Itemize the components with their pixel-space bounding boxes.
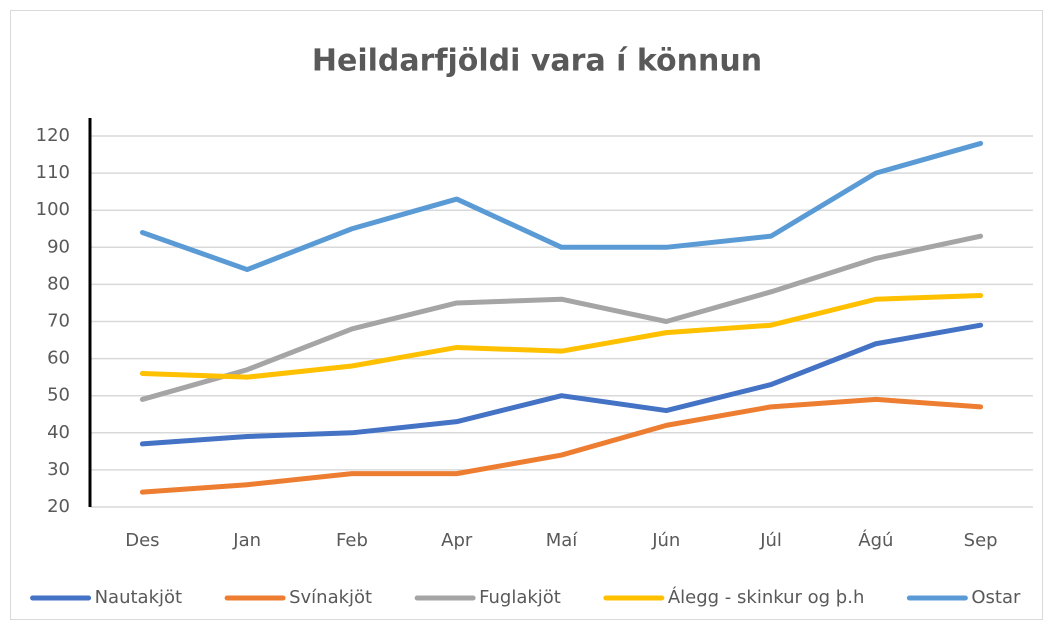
series-line	[139, 140, 984, 273]
y-tick-label: 100	[36, 199, 70, 220]
series-line	[139, 322, 984, 447]
x-tick-label: Sep	[964, 530, 998, 551]
series-line	[139, 233, 984, 402]
legend-label: Svínakjöt	[289, 587, 372, 608]
y-tick-label: 60	[47, 348, 70, 369]
legend-label: Fuglakjöt	[479, 587, 561, 608]
y-tick-label: 30	[47, 459, 70, 480]
chart-title: Heildarfjöldi vara í könnun	[312, 44, 762, 79]
legend-label: Ostar	[971, 587, 1021, 608]
x-tick-label: Júl	[759, 530, 782, 551]
y-tick-label: 90	[47, 236, 70, 257]
legend-label: Álegg - skinkur og þ.h	[668, 586, 865, 608]
legend-label: Nautakjöt	[95, 587, 183, 608]
y-tick-label: 40	[47, 422, 70, 443]
x-tick-label: Ágú	[858, 529, 893, 551]
x-tick-label: Des	[125, 530, 159, 551]
chart-border	[10, 10, 1043, 620]
x-tick-label: Feb	[336, 530, 368, 551]
y-tick-label: 110	[36, 162, 70, 183]
x-tick-label: Maí	[546, 530, 579, 551]
x-tick-label: Jan	[232, 530, 261, 551]
x-tick-label: Jún	[651, 530, 680, 551]
y-tick-label: 120	[36, 125, 70, 146]
y-tick-label: 70	[47, 311, 70, 332]
series-line	[139, 293, 984, 380]
y-tick-label: 50	[47, 385, 70, 406]
series-line	[139, 396, 984, 495]
y-tick-label: 20	[47, 496, 70, 517]
x-tick-label: Apr	[441, 530, 473, 551]
y-tick-label: 80	[47, 273, 70, 294]
